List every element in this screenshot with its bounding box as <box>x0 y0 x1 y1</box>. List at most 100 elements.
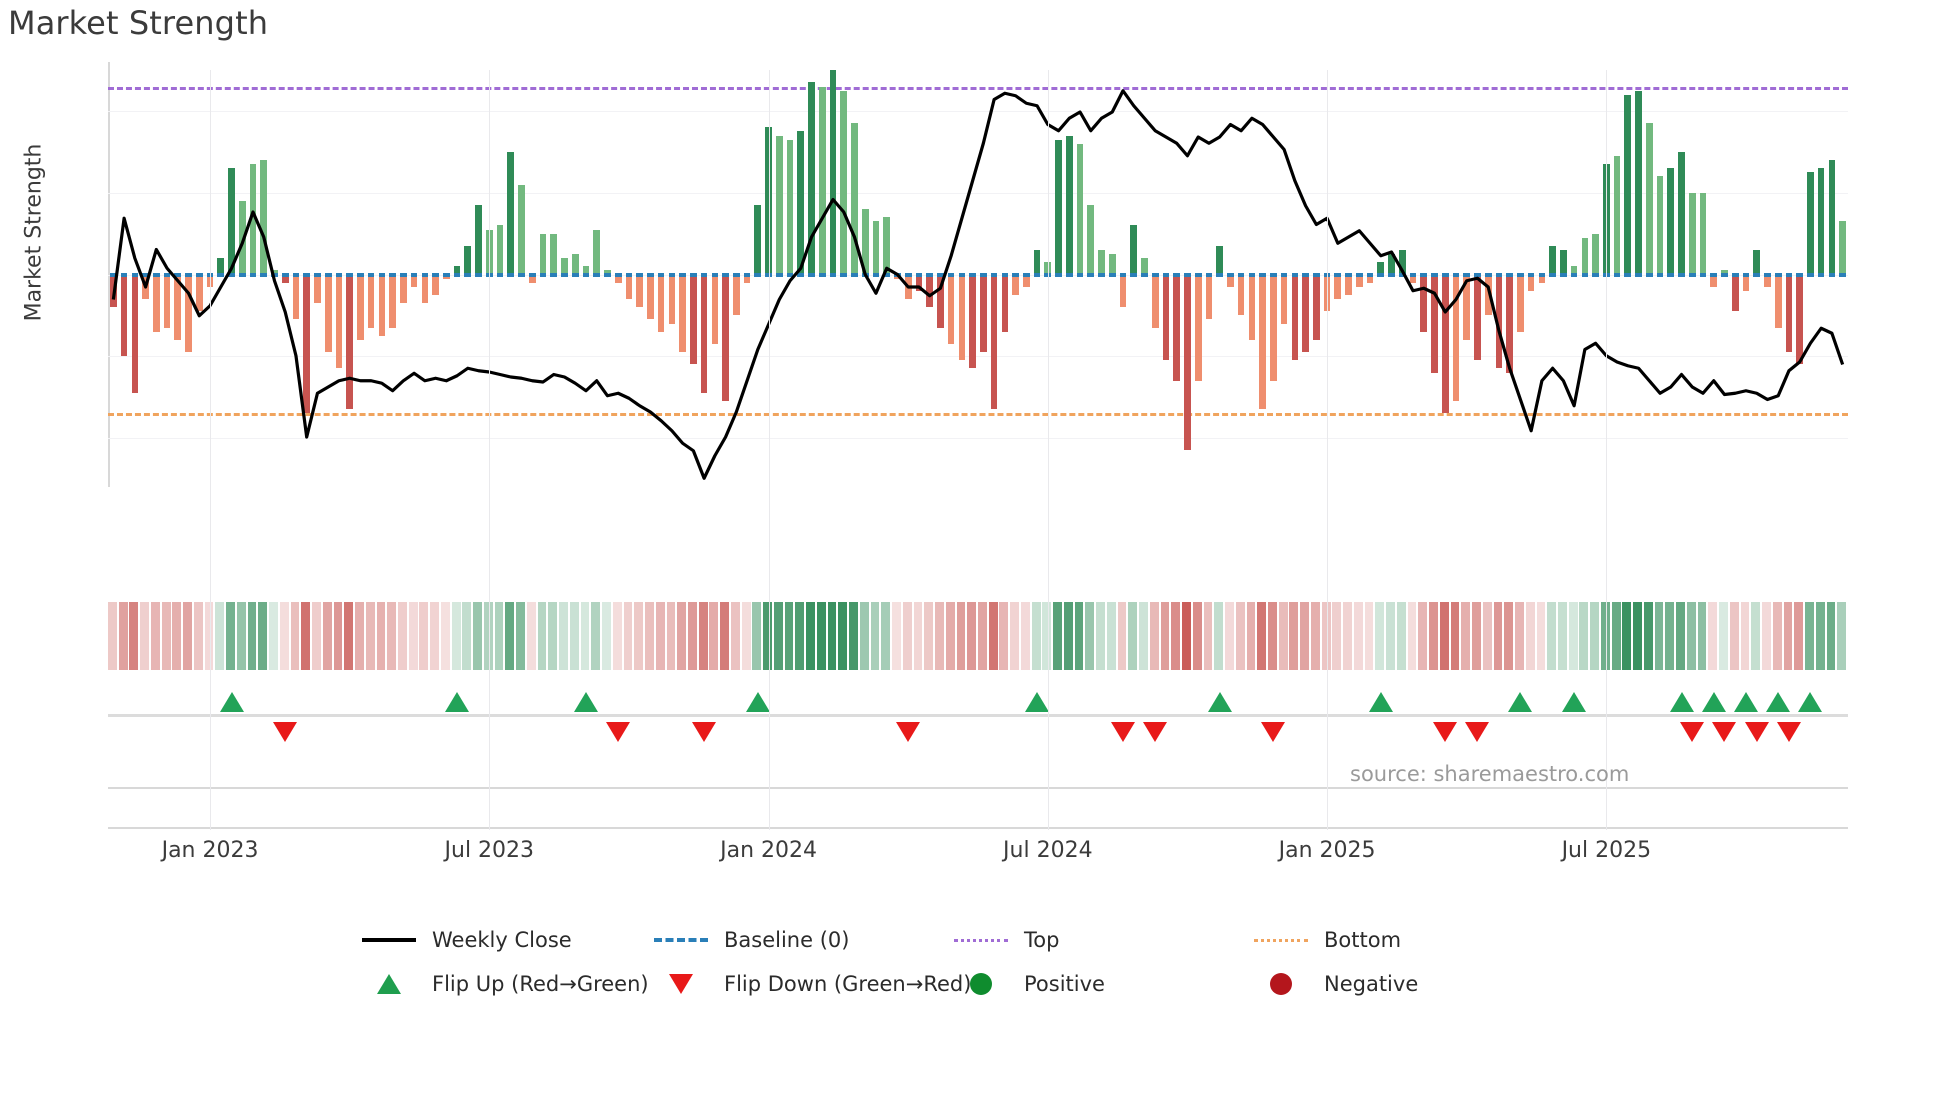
heat-cell <box>1332 602 1342 670</box>
legend-item[interactable]: Positive <box>952 972 1105 996</box>
baseline-segment <box>324 272 332 277</box>
baseline-segment <box>1237 272 1245 277</box>
legend-item[interactable]: Weekly Close <box>360 928 572 952</box>
baseline-segment <box>120 272 128 277</box>
strength-bar <box>1774 274 1782 328</box>
x-axis-panel: Jan 2023 Jul 2023 Jan 2024 Jul 2024 Jan 2025… <box>108 70 1848 863</box>
heat-cell <box>1719 602 1728 670</box>
baseline-segment <box>228 272 235 277</box>
baseline-segment <box>1280 272 1288 277</box>
baseline-segment <box>722 272 729 277</box>
heat-cell <box>752 602 762 670</box>
baseline-segment <box>1216 272 1223 277</box>
strength-bar <box>238 200 246 275</box>
flip-down-marker-icon <box>1776 722 1801 742</box>
baseline-segment <box>1570 272 1578 277</box>
heat-cell <box>1074 602 1084 670</box>
baseline-segment <box>1807 272 1814 277</box>
legend-item[interactable]: Top <box>952 928 1059 952</box>
bottom-reference-line <box>108 413 1848 417</box>
x-axis-tick-label: Jan 2024 <box>720 838 817 863</box>
heat-cell <box>398 602 407 670</box>
baseline-segment <box>851 272 858 277</box>
flip-up-marker-icon <box>745 692 770 712</box>
heat-cell <box>945 602 955 670</box>
baseline-segment <box>1108 272 1116 277</box>
strength-bar <box>1592 233 1599 275</box>
legend-item[interactable]: Baseline (0) <box>652 928 849 952</box>
heat-cell <box>827 602 837 670</box>
strength-bar <box>797 131 805 275</box>
baseline-segment <box>410 272 418 277</box>
heat-cell <box>1633 602 1642 670</box>
baseline-segment <box>1817 272 1825 277</box>
heat-cell <box>1815 602 1825 670</box>
baseline-segment <box>1688 272 1696 277</box>
baseline-segment <box>1441 272 1449 277</box>
baseline-segment <box>174 272 182 277</box>
strength-bar <box>1474 274 1481 361</box>
baseline-segment <box>1270 272 1277 277</box>
strength-bar <box>249 164 257 275</box>
baseline-segment <box>636 272 643 277</box>
flip-up-marker-icon <box>1798 692 1823 712</box>
heat-cell <box>333 602 343 670</box>
heat-cell <box>849 602 858 670</box>
heat-cell <box>1665 602 1675 670</box>
baseline-segment <box>249 272 257 277</box>
baseline-segment <box>528 272 536 277</box>
legend-item[interactable]: Bottom <box>1252 928 1401 952</box>
x-axis-tick <box>768 70 770 830</box>
flip-down-marker-icon <box>606 722 631 742</box>
heat-cell <box>548 602 558 670</box>
heat-cell <box>312 602 321 670</box>
strength-bar <box>120 274 128 357</box>
heat-cell <box>1214 602 1224 670</box>
legend-item[interactable]: Flip Up (Red→Green) <box>360 972 649 996</box>
source-attribution: source: sharemaestro.com <box>1350 762 1630 786</box>
baseline-segment <box>1205 272 1213 277</box>
heat-cell <box>795 602 805 670</box>
legend-item[interactable]: Flip Down (Green→Red) <box>652 972 971 996</box>
strength-bar <box>1130 225 1138 275</box>
strength-bar <box>851 123 858 275</box>
heat-cell <box>1826 602 1836 670</box>
baseline-segment <box>711 272 719 277</box>
baseline-segment <box>1291 272 1299 277</box>
legend-item[interactable]: Negative <box>1252 972 1418 996</box>
circle-red-icon <box>1252 972 1310 996</box>
regime-heat-strip <box>108 602 1848 670</box>
flip-up-marker-icon <box>1368 692 1393 712</box>
heat-cell <box>1246 602 1256 670</box>
heat-cell <box>1235 602 1245 670</box>
heat-cell <box>1472 602 1481 670</box>
baseline-segment <box>861 272 869 277</box>
baseline-segment <box>1194 272 1202 277</box>
baseline-segment <box>1098 272 1105 277</box>
heat-cell <box>569 602 579 670</box>
strength-bar <box>475 205 482 275</box>
flip-down-marker-icon <box>896 722 921 742</box>
strength-bar <box>1334 274 1342 300</box>
strength-bar <box>1205 274 1213 320</box>
baseline-segment <box>1549 272 1556 277</box>
strength-bar <box>1076 143 1084 275</box>
x-axis-bottom-line <box>108 827 1848 829</box>
baseline-segment <box>1785 272 1793 277</box>
strength-bar <box>1108 254 1116 275</box>
baseline-segment <box>1506 272 1513 277</box>
x-axis-tick <box>210 70 212 830</box>
baseline-segment <box>1742 272 1750 277</box>
strength-bar <box>1065 135 1073 275</box>
y-axis-left-title: Market Strength <box>21 143 47 322</box>
strength-bar <box>1345 274 1352 295</box>
flip-down-marker-icon <box>1143 722 1168 742</box>
strength-bar <box>958 274 966 361</box>
baseline-segment <box>894 272 901 277</box>
strength-bar <box>1151 274 1159 328</box>
heat-cell <box>1772 602 1782 670</box>
heat-cell <box>1493 602 1503 670</box>
baseline-segment <box>883 272 891 277</box>
heat-cell <box>924 602 934 670</box>
baseline-segment <box>1162 272 1170 277</box>
